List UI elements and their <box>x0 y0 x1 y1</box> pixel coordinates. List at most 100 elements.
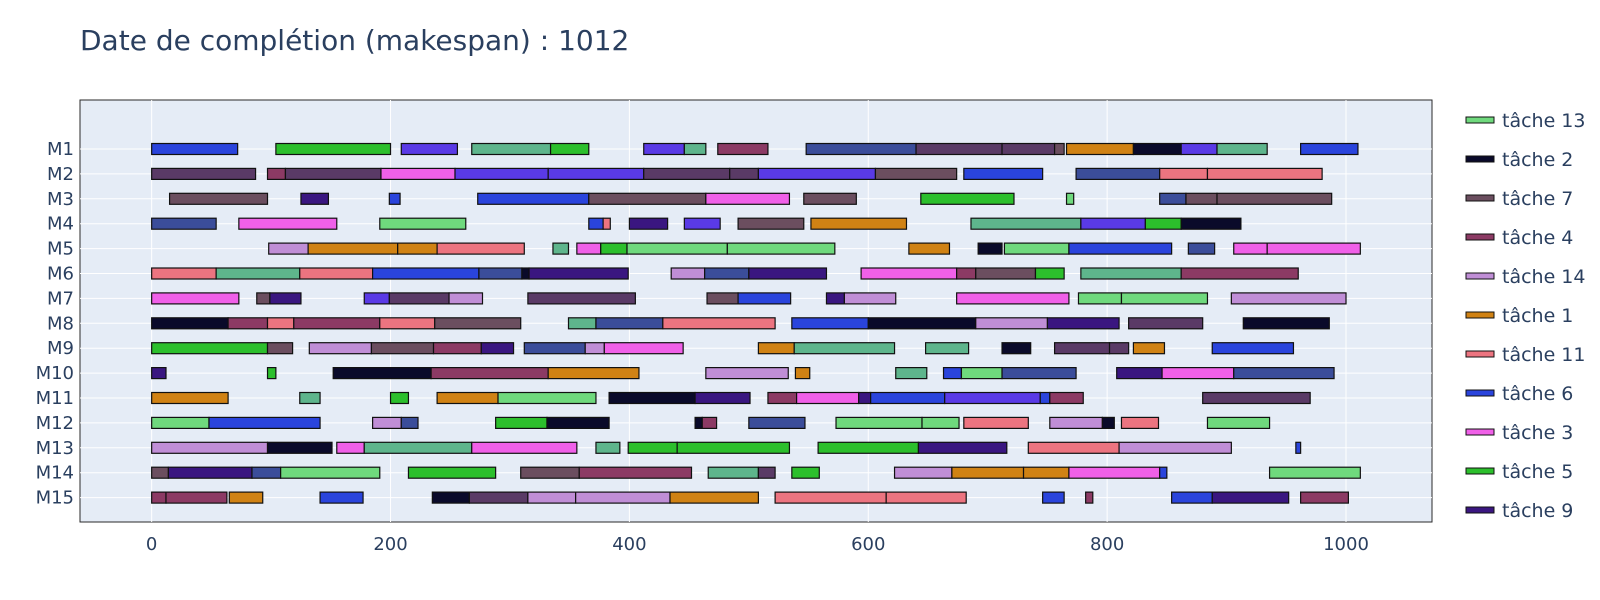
task-bar <box>627 441 678 454</box>
y-tick-label: M9 <box>47 338 74 359</box>
task-bar <box>477 192 590 205</box>
task-bar <box>319 491 364 504</box>
task-bar <box>1116 367 1163 380</box>
task-bar <box>1118 441 1232 454</box>
task-bar <box>817 441 920 454</box>
task-bar <box>431 491 470 504</box>
task-bar <box>1230 292 1347 305</box>
task-bar <box>748 416 806 429</box>
task-bar <box>1159 466 1168 479</box>
task-bar <box>1027 441 1120 454</box>
legend-swatch <box>1465 233 1495 241</box>
legend-item[interactable]: tâche 13 <box>1465 110 1586 132</box>
task-bar <box>1233 367 1335 380</box>
legend-item[interactable]: tâche 5 <box>1465 461 1573 483</box>
task-bar <box>895 367 928 380</box>
task-bar <box>527 292 636 305</box>
task-bar <box>1266 242 1361 255</box>
legend-item[interactable]: tâche 1 <box>1465 305 1573 327</box>
legend-label: tâche 1 <box>1502 305 1573 327</box>
task-bar <box>774 491 887 504</box>
task-bar <box>1132 142 1182 156</box>
task-bar <box>268 242 309 255</box>
legend-label: tâche 9 <box>1502 500 1573 522</box>
task-bar <box>521 267 530 280</box>
task-bar <box>921 416 960 429</box>
task-bar <box>1120 292 1209 305</box>
legend-swatch <box>1465 350 1495 358</box>
legend-item[interactable]: tâche 6 <box>1465 383 1573 405</box>
task-bar <box>858 391 872 405</box>
legend-item[interactable]: tâche 14 <box>1465 266 1586 288</box>
task-bar <box>436 391 499 405</box>
task-bar <box>388 192 401 205</box>
task-bar <box>757 167 877 180</box>
task-bar <box>1268 466 1361 479</box>
legend-item[interactable]: tâche 2 <box>1465 149 1573 171</box>
task-bar <box>960 367 1003 380</box>
x-tick-label: 600 <box>851 534 885 555</box>
task-bar <box>1039 391 1051 405</box>
y-tick-label: M3 <box>47 189 74 210</box>
task-bar <box>1065 192 1075 205</box>
task-bar <box>1159 167 1209 180</box>
task-bar <box>1108 342 1130 355</box>
task-bar <box>151 441 269 454</box>
task-bar <box>825 292 845 305</box>
legend-item[interactable]: tâche 9 <box>1465 500 1573 522</box>
task-bar <box>602 217 611 230</box>
task-bar <box>336 441 365 454</box>
task-bar <box>547 167 645 180</box>
task-bar <box>397 242 438 255</box>
task-bar <box>471 441 578 454</box>
task-bar <box>588 217 604 230</box>
x-tick-label: 1000 <box>1323 534 1369 555</box>
task-bar <box>717 142 769 156</box>
task-bar <box>588 192 707 205</box>
task-bar <box>956 267 977 280</box>
task-bar <box>547 367 640 380</box>
task-bar <box>434 317 522 330</box>
legend-item[interactable]: tâche 7 <box>1465 188 1573 210</box>
task-bar <box>628 217 669 230</box>
task-bar <box>1049 391 1084 405</box>
task-bar <box>843 292 897 305</box>
task-bar <box>1068 242 1173 255</box>
task-bar <box>726 242 836 255</box>
y-tick-label: M14 <box>36 463 74 484</box>
task-bar <box>1295 441 1302 454</box>
legend-item[interactable]: tâche 11 <box>1465 344 1586 366</box>
task-bar <box>867 317 977 330</box>
task-bar <box>951 466 1025 479</box>
task-bar <box>266 367 277 380</box>
task-bar <box>1034 267 1065 280</box>
task-bar <box>1206 416 1271 429</box>
task-bar <box>1085 491 1094 504</box>
task-bar <box>379 317 436 330</box>
task-bar <box>1022 466 1070 479</box>
task-bar <box>520 466 580 479</box>
task-bar <box>793 342 896 355</box>
task-bar <box>1144 217 1182 230</box>
y-tick-label: M11 <box>36 388 74 409</box>
task-bars <box>151 142 1361 504</box>
task-bar <box>970 217 1082 230</box>
task-bar <box>284 167 382 180</box>
task-bar <box>151 491 167 504</box>
task-bar <box>705 367 789 380</box>
legend-label: tâche 13 <box>1502 110 1586 132</box>
task-bar <box>523 342 586 355</box>
task-bar <box>701 416 718 429</box>
task-bar <box>266 167 287 180</box>
task-bar <box>643 142 685 156</box>
task-bar <box>1065 142 1135 156</box>
task-bar <box>626 242 728 255</box>
y-tick-label: M13 <box>36 438 74 459</box>
legend-item[interactable]: tâche 4 <box>1465 227 1573 249</box>
task-bar <box>228 491 264 504</box>
task-bar <box>595 317 664 330</box>
legend-swatch <box>1465 428 1495 436</box>
task-bar <box>915 142 1003 156</box>
legend-item[interactable]: tâche 3 <box>1465 422 1573 444</box>
task-bar <box>256 292 271 305</box>
